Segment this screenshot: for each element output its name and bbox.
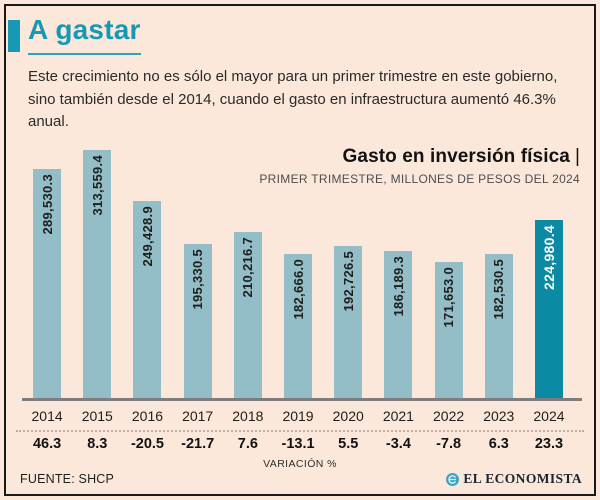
variation-value-2014: 46.3 — [32, 436, 62, 452]
year-label-2024: 2024 — [533, 408, 565, 424]
bar-plot: 289,530.3 313,559.4 249,428.9 195,330.5 210,… — [22, 150, 574, 398]
chart-header: Gasto en inversión física | PRIMER TRIMES… — [259, 146, 580, 186]
variation-value-2018: 7.6 — [237, 436, 258, 452]
bar-value-label-2023: 182,530.5 — [491, 259, 507, 320]
chart-subtitle: PRIMER TRIMESTRE, MILLONES DE PESOS DEL … — [259, 172, 580, 186]
bar-column-2016: 249,428.9 — [122, 150, 172, 398]
bar-value-label-2016: 249,428.9 — [139, 206, 155, 267]
bar-value-label-2017: 195,330.5 — [190, 249, 206, 310]
bar-2017: 195,330.5 — [183, 244, 212, 398]
year-label-2014: 2014 — [31, 408, 63, 424]
bar-column-2019: 182,666.0 — [273, 150, 323, 398]
bar-value-label-2015: 313,559.4 — [89, 155, 105, 216]
dotted-separator — [16, 430, 584, 432]
variation-value-2024: 23.3 — [534, 436, 564, 452]
variation-value-2016: -20.5 — [130, 436, 164, 452]
bar-value-label-2019: 182,666.0 — [290, 259, 306, 320]
year-label-2015: 2015 — [81, 408, 113, 424]
x-axis-line — [22, 398, 582, 401]
bar-value-label-2014: 289,530.3 — [39, 174, 55, 235]
brand-lockup: EL ECONOMISTA — [446, 471, 582, 487]
variation-value-2023: 6.3 — [488, 436, 509, 452]
bar-column-2017: 195,330.5 — [173, 150, 223, 398]
bar-column-2014: 289,530.3 — [22, 150, 72, 398]
year-label-2018: 2018 — [232, 408, 264, 424]
footer: FUENTE: SHCP EL ECONOMISTA — [20, 470, 582, 488]
intro-paragraph: Este crecimiento no es sólo el mayor par… — [28, 68, 558, 130]
bar-value-label-2020: 192,726.5 — [340, 251, 356, 312]
brand-logo-icon — [446, 472, 460, 486]
bar-2021: 186,189.3 — [384, 251, 413, 398]
bar-2020: 192,726.5 — [334, 246, 363, 398]
variation-caption: VARIACIÓN % — [263, 458, 337, 470]
bar-column-2023: 182,530.5 — [474, 150, 524, 398]
bar-2023: 182,530.5 — [484, 254, 513, 398]
year-label-2016: 2016 — [131, 408, 164, 424]
infographic-card: A gastar Este crecimiento no es sólo el … — [4, 4, 596, 496]
bar-column-2018: 210,216.7 — [223, 150, 273, 398]
variation-value-2021: -3.4 — [385, 436, 411, 452]
bar-column-2024: 224,980.4 — [524, 150, 574, 398]
bar-2014: 289,530.3 — [33, 169, 62, 398]
bar-2018: 210,216.7 — [233, 232, 262, 398]
year-axis-row: 2014 2015 2016 2017 2018 2019 2020 2021 2022 2023… — [22, 408, 574, 424]
page-title: A gastar — [28, 14, 141, 55]
variation-value-2017: -21.7 — [181, 436, 215, 452]
bar-2015: 313,559.4 — [83, 150, 112, 398]
bar-value-label-2022: 171,653.0 — [441, 267, 457, 328]
bar-value-label-2021: 186,189.3 — [390, 256, 406, 317]
bar-column-2022: 171,653.0 — [424, 150, 474, 398]
brand-name: EL ECONOMISTA — [463, 471, 582, 486]
chart-title-row: Gasto en inversión física | — [259, 146, 580, 168]
chart-title: Gasto en inversión física — [342, 146, 570, 167]
year-label-2017: 2017 — [182, 408, 214, 424]
year-label-2019: 2019 — [282, 408, 314, 424]
bar-2024: 224,980.4 — [534, 220, 563, 398]
variation-value-2022: -7.8 — [436, 436, 462, 452]
year-label-2021: 2021 — [382, 408, 414, 424]
headline-accent-marker — [8, 20, 20, 52]
bar-column-2021: 186,189.3 — [373, 150, 423, 398]
bar-value-label-2018: 210,216.7 — [240, 237, 256, 298]
chart-title-divider: | — [574, 146, 580, 167]
source-label: FUENTE: SHCP — [20, 472, 115, 486]
variation-value-2020: 5.5 — [338, 436, 359, 452]
bar-2016: 249,428.9 — [133, 201, 162, 398]
year-label-2022: 2022 — [433, 408, 465, 424]
variation-value-2015: 8.3 — [87, 436, 108, 452]
bar-column-2015: 313,559.4 — [72, 150, 122, 398]
year-label-2023: 2023 — [483, 408, 515, 424]
bar-column-2020: 192,726.5 — [323, 150, 373, 398]
year-label-2020: 2020 — [332, 408, 364, 424]
variation-row: 46.3 8.3 -20.5 -21.7 7.6 -13.1 5.5 -3.4 -7.8 6.3 2… — [22, 436, 574, 452]
bar-2022: 171,653.0 — [434, 262, 463, 398]
bar-2019: 182,666.0 — [284, 254, 313, 398]
variation-value-2019: -13.1 — [281, 436, 315, 452]
bar-value-label-2024: 224,980.4 — [540, 225, 557, 290]
